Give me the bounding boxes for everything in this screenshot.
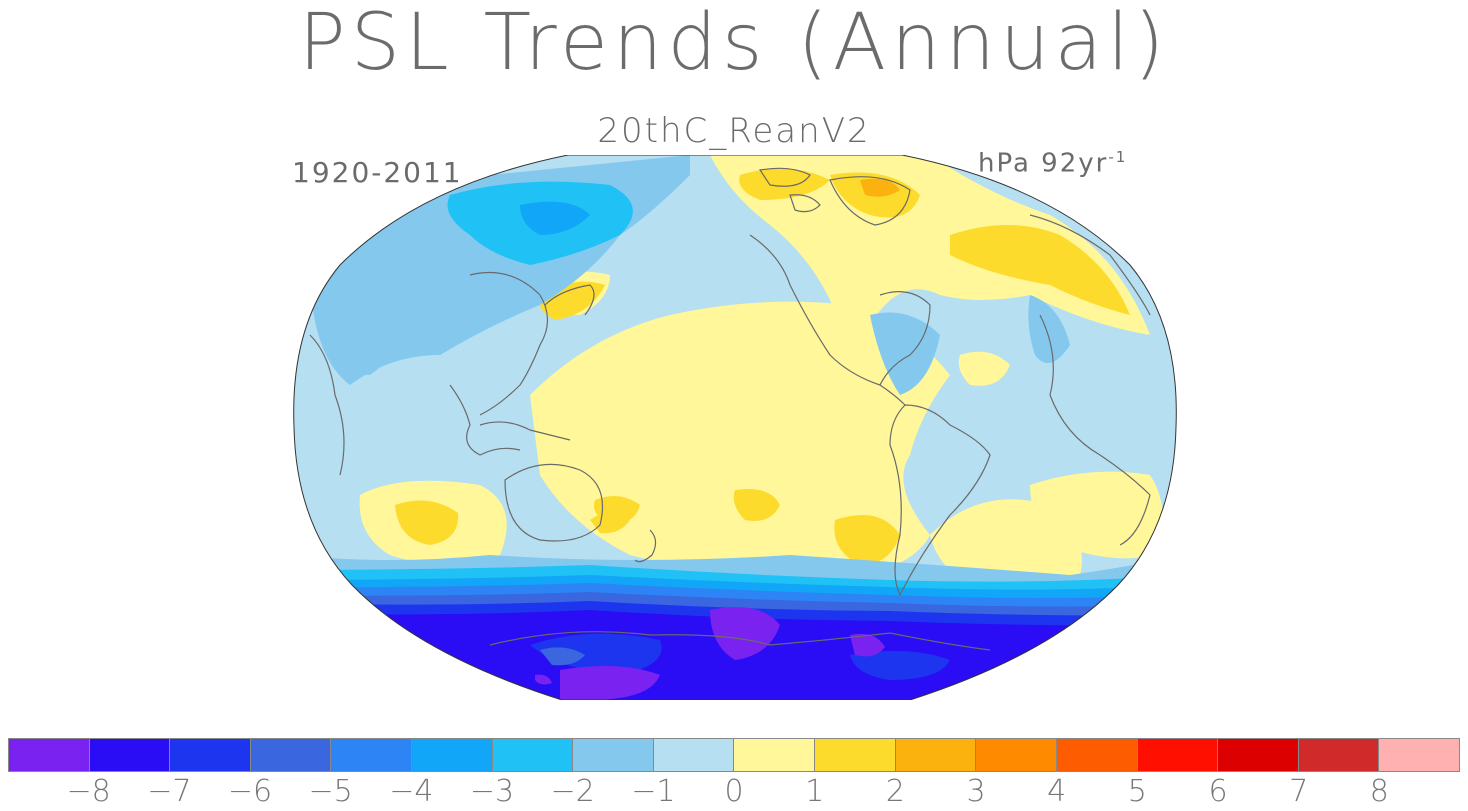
colorbar-swatch <box>89 739 171 771</box>
colorbar-swatch <box>331 739 413 771</box>
colorbar-swatch <box>815 739 896 771</box>
colorbar-tick-label: 3 <box>966 774 986 809</box>
map-canvas <box>293 155 1177 700</box>
colorbar-swatch <box>492 739 574 771</box>
colorbar-swatch <box>1379 739 1459 771</box>
colorbar-tick-label: −2 <box>550 774 595 809</box>
colorbar-swatch <box>1056 739 1138 771</box>
units-label: hPa 92yr-1 <box>978 148 1127 179</box>
colorbar-tick-label: 8 <box>1369 774 1389 809</box>
units-base: hPa 92yr <box>978 148 1109 179</box>
time-period-label: 1920-2011 <box>292 156 463 189</box>
colorbar-tick-label: −7 <box>147 774 192 809</box>
colorbar-tick-label: 7 <box>1289 774 1309 809</box>
colorbar-swatch <box>734 739 816 771</box>
colorbar-swatch <box>170 739 251 771</box>
units-exponent: -1 <box>1108 148 1128 166</box>
colorbar-swatch <box>976 739 1057 771</box>
map-border <box>293 155 1177 700</box>
colorbar-swatch <box>412 739 493 771</box>
colorbar-labels: −8 −7 −6 −5 −4 −3 −2 −1 0 1 2 3 4 5 6 7 8 <box>0 774 1468 810</box>
colorbar-swatch <box>1298 739 1380 771</box>
map-title: PSL Trends (Annual) <box>298 0 1170 88</box>
colorbar-tick-label: −5 <box>308 774 353 809</box>
colorbar-tick-label: −1 <box>631 774 676 809</box>
colorbar-tick-label: −3 <box>469 774 515 809</box>
colorbar-swatch <box>653 739 735 771</box>
filled-contours <box>293 155 1177 700</box>
coastlines <box>309 167 1151 651</box>
colorbar-tick-label: −4 <box>389 774 434 809</box>
colorbar-tick-label: 2 <box>885 774 905 809</box>
colorbar-tick-label: 5 <box>1127 774 1147 809</box>
colorbar-swatch <box>1218 739 1299 771</box>
dataset-subtitle: 20thC_ReanV2 <box>597 111 871 151</box>
colorbar-tick-label: 0 <box>724 774 744 809</box>
colorbar-tick-label: −6 <box>227 774 273 809</box>
colorbar-tick-label: 4 <box>1047 774 1067 809</box>
colorbar-tick-label: 1 <box>805 774 825 809</box>
colorbar-tick-label: −8 <box>66 774 111 809</box>
colorbar <box>8 738 1460 772</box>
colorbar-swatch <box>9 739 90 771</box>
colorbar-swatch <box>573 739 654 771</box>
colorbar-tick-label: 6 <box>1208 774 1228 809</box>
colorbar-swatch <box>895 739 977 771</box>
global-trend-map <box>290 155 1180 700</box>
colorbar-swatch <box>250 739 332 771</box>
colorbar-swatch <box>1137 739 1219 771</box>
